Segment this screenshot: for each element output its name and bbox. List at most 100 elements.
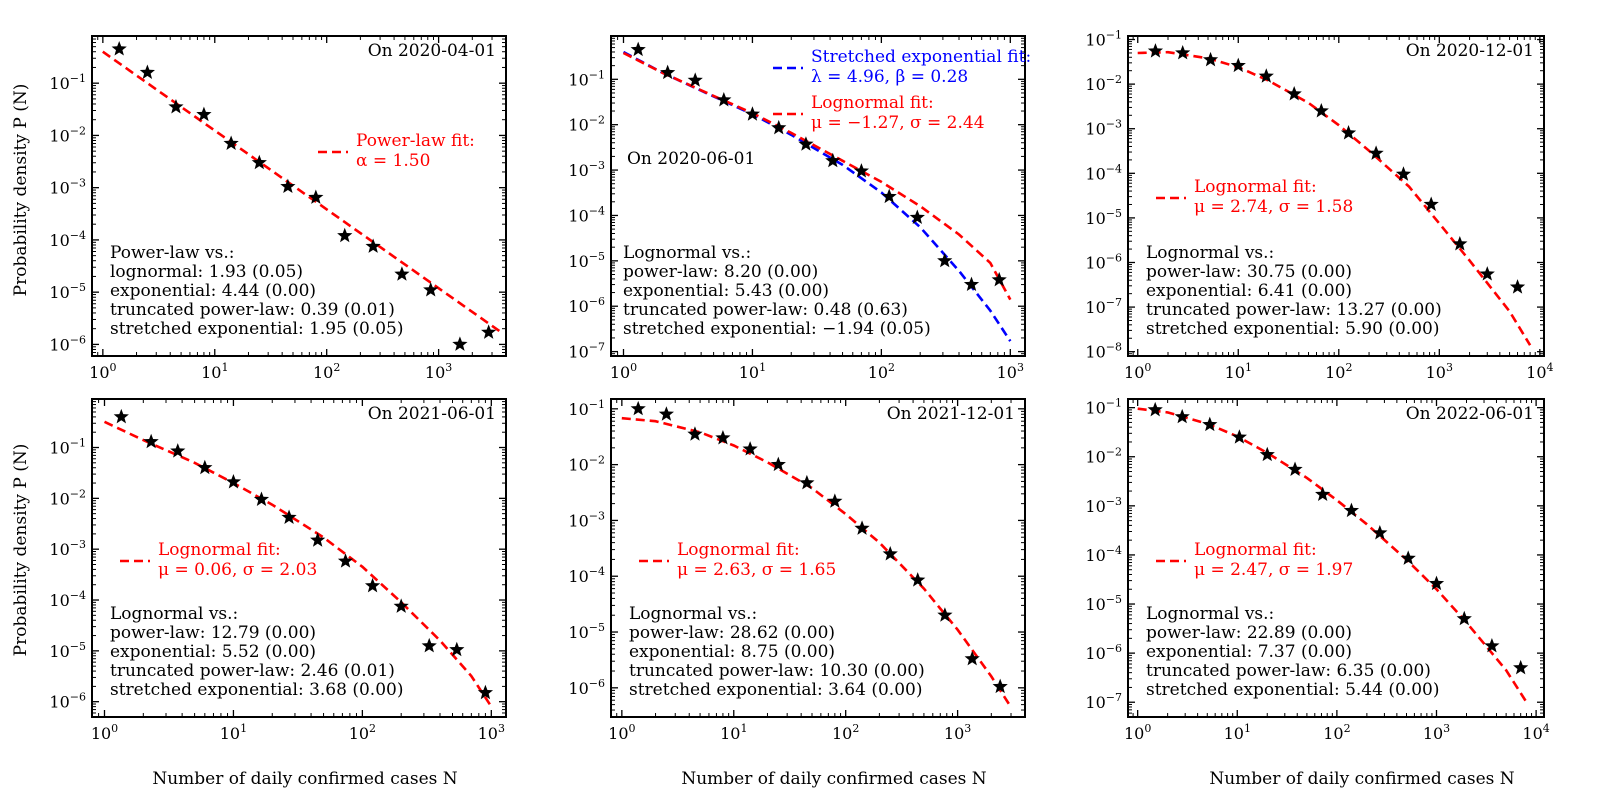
data-point: [1202, 416, 1218, 432]
y-tick-label: 10−3: [568, 509, 605, 530]
data-point: [280, 178, 296, 194]
data-point: [223, 135, 239, 150]
y-tick-label: 10−4: [1085, 162, 1122, 183]
y-tick-label: 10−2: [568, 454, 605, 475]
data-point: [1372, 524, 1388, 540]
comparison-header: Lognormal vs.:: [1146, 243, 1274, 263]
legend-entry: Lognormal fit:μ = 2.47, σ = 1.97: [1156, 540, 1353, 580]
plot-frame: [91, 398, 507, 718]
y-tick-label: 10−5: [49, 281, 86, 302]
data-point: [481, 324, 497, 339]
x-tick-label: 101: [201, 361, 228, 382]
data-point: [364, 577, 381, 593]
plot-frame: [1127, 398, 1545, 718]
data-point: [660, 64, 676, 80]
data-point: [251, 154, 267, 170]
plot-frame: [610, 398, 1026, 718]
y-tick-label: 10−5: [1085, 593, 1122, 614]
comparison-row: power-law: 12.79 (0.00): [110, 623, 316, 643]
x-axis-label-center: Number of daily confirmed cases N: [681, 769, 986, 789]
data-point: [630, 41, 646, 57]
comparison-row: truncated power-law: 2.46 (0.01): [110, 661, 395, 681]
legend-text: α = 1.50: [356, 151, 430, 171]
legend-entry: Lognormal fit:μ = 2.74, σ = 1.58: [1156, 177, 1353, 217]
comparison-header: Lognormal vs.:: [629, 604, 757, 624]
legend-entry: Lognormal fit:μ = 2.63, σ = 1.65: [639, 540, 836, 580]
comparison-row: stretched exponential: −1.94 (0.05): [623, 319, 931, 339]
y-tick-label: 10−6: [49, 691, 86, 712]
x-tick-label: 101: [1224, 722, 1251, 743]
legend-text: λ = 4.96, β = 0.28: [811, 67, 968, 87]
data-point: [630, 400, 646, 416]
x-tick-label: 100: [1124, 722, 1151, 743]
data-point: [937, 607, 953, 622]
data-point: [716, 92, 732, 107]
data-point: [111, 41, 127, 56]
legend-entry: Lognormal fit:μ = −1.27, σ = 2.44: [773, 93, 985, 133]
data-point: [687, 72, 703, 87]
comparison-header: Power-law vs.:: [110, 243, 234, 263]
data-point: [1286, 86, 1302, 101]
data-point: [827, 493, 843, 508]
legend-text: Lognormal fit:: [158, 540, 281, 560]
x-axis-label-left: Number of daily confirmed cases N: [152, 769, 457, 789]
panel-date-label: On 2020-06-01: [627, 149, 755, 169]
data-point: [1395, 166, 1412, 181]
legend-text: μ = 2.63, σ = 1.65: [677, 560, 836, 580]
x-tick-label: 103: [1426, 361, 1453, 382]
data-point: [853, 163, 870, 178]
data-point: [452, 336, 468, 351]
legend-text: Power-law fit:: [356, 131, 475, 151]
x-tick-label: 102: [832, 722, 859, 743]
y-axis-label-top: Probability density P (N): [11, 84, 31, 297]
data-point: [196, 106, 212, 122]
x-tick-label: 100: [89, 361, 116, 382]
legend-text: μ = 2.47, σ = 1.97: [1194, 560, 1353, 580]
x-tick-label: 100: [610, 361, 637, 382]
y-tick-label: 10−6: [568, 677, 605, 698]
comparison-row: truncated power-law: 0.39 (0.01): [110, 300, 395, 320]
comparison-row: truncated power-law: 6.35 (0.00): [1146, 661, 1431, 681]
legend-entry: Stretched exponential fit:λ = 4.96, β = …: [773, 47, 1031, 87]
data-point: [225, 473, 242, 489]
data-point: [1147, 401, 1163, 417]
legend-text: μ = 2.74, σ = 1.58: [1194, 197, 1353, 217]
x-tick-label: 102: [1325, 361, 1352, 382]
data-point: [1174, 408, 1190, 424]
data-point: [1202, 51, 1219, 67]
y-tick-label: 10−1: [1085, 397, 1122, 418]
data-point: [1315, 486, 1331, 501]
panel-date-label: On 2022-06-01: [1406, 404, 1534, 424]
fit-line: [621, 416, 1013, 708]
data-point: [1313, 102, 1329, 118]
x-tick-label: 102: [1323, 722, 1350, 743]
data-point: [1423, 196, 1439, 211]
model-comparison: Power-law vs.:lognormal: 1.93 (0.05)expo…: [110, 243, 403, 339]
y-tick-label: 10−4: [568, 565, 605, 586]
data-point: [798, 136, 814, 151]
plot-frame: [1127, 35, 1545, 357]
y-tick-label: 10−2: [49, 124, 86, 145]
panel-date-label: On 2021-06-01: [368, 404, 496, 424]
data-point: [964, 650, 980, 666]
x-tick-label: 100: [608, 722, 635, 743]
y-tick-label: 10−1: [49, 72, 86, 93]
data-point: [1479, 266, 1495, 281]
y-tick-label: 10−1: [49, 437, 86, 458]
data-point: [825, 152, 841, 168]
chart-panel-2: 100 101 102 103 10−7 10−6 10−5 10−4 10−3 10−2 10−1…: [568, 35, 1031, 382]
fit-line: [102, 50, 501, 333]
data-point: [1456, 610, 1472, 626]
legend-entry: Power-law fit:α = 1.50: [318, 131, 475, 171]
chart-panel-4: 100 101 102 103 10−6 10−5 10−4 10−3 10−2 10−1 On 2…: [49, 398, 507, 743]
comparison-row: stretched exponential: 3.68 (0.00): [110, 680, 403, 700]
legend-text: Lognormal fit:: [677, 540, 800, 560]
x-tick-label: 100: [1124, 361, 1151, 382]
y-tick-label: 10−1: [568, 68, 605, 89]
x-tick-label: 104: [1526, 361, 1553, 382]
fit-line: [622, 51, 1012, 301]
data-point: [1513, 659, 1529, 675]
comparison-row: power-law: 22.89 (0.00): [1146, 623, 1352, 643]
comparison-row: power-law: 8.20 (0.00): [623, 262, 818, 282]
